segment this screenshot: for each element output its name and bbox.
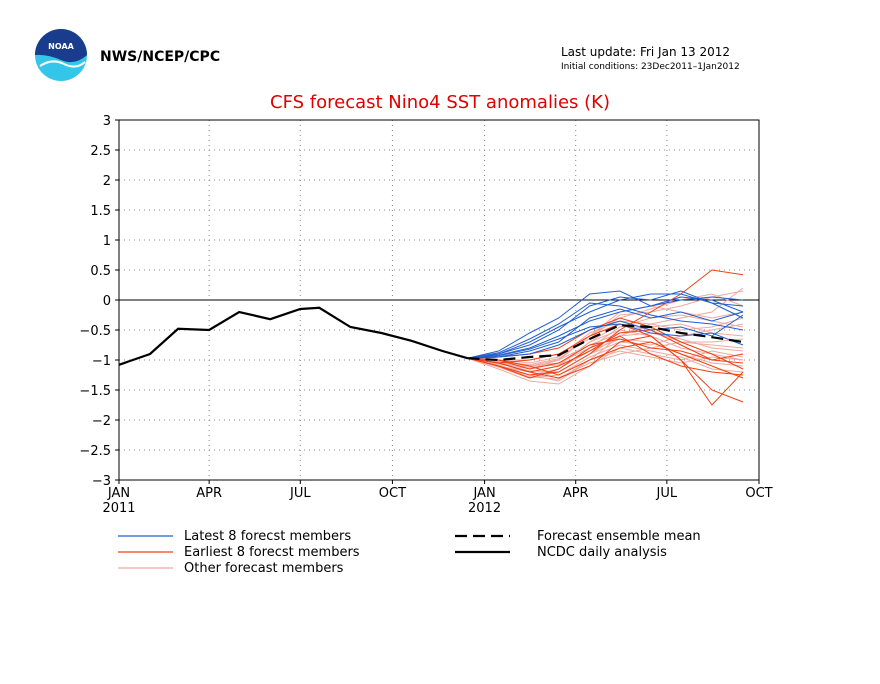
y-tick-label: 3 xyxy=(103,114,111,129)
latest-member-line xyxy=(467,302,744,359)
latest-member-line xyxy=(467,296,744,359)
x-tick-label: OCT xyxy=(745,486,772,501)
x-tick-label: APR xyxy=(196,486,222,501)
x-tick-year-label: 2011 xyxy=(102,501,135,516)
other-member-line xyxy=(467,290,744,361)
earliest-member-line xyxy=(467,323,744,406)
y-tick-label: −0.5 xyxy=(79,324,111,339)
y-tick-label: −2 xyxy=(92,414,111,429)
other-member-line xyxy=(467,344,744,379)
agency-label: NWS/NCEP/CPC xyxy=(100,49,220,65)
y-tick-label: 2 xyxy=(103,174,111,189)
last-update-label: Last update: Fri Jan 13 2012 xyxy=(561,45,730,59)
noaa-logo-icon: NOAA xyxy=(35,29,87,81)
latest-member-line xyxy=(467,290,744,359)
earliest-members-series xyxy=(467,269,744,406)
x-tick-year-label: 2012 xyxy=(468,501,501,516)
x-tick-label: JUL xyxy=(289,486,311,501)
latest-member-line xyxy=(467,308,744,359)
analysis-line xyxy=(118,306,468,366)
mean-line xyxy=(467,324,744,362)
y-tick-label: −1.5 xyxy=(79,384,111,399)
plot-frame xyxy=(118,119,760,481)
latest-members-series xyxy=(467,290,744,359)
legend-label-earliest: Earliest 8 forecst members xyxy=(184,545,360,560)
x-tick-label: JAN xyxy=(107,486,130,501)
y-tick-label: 0.5 xyxy=(90,264,111,279)
x-tick-label: OCT xyxy=(379,486,406,501)
logo-text: NOAA xyxy=(48,42,74,51)
legend-label-other: Other forecast members xyxy=(184,561,344,576)
initial-conditions-label: Initial conditions: 23Dec2011–1Jan2012 xyxy=(561,62,740,72)
y-tick-label: −2.5 xyxy=(79,444,111,459)
legend-label-analysis: NCDC daily analysis xyxy=(537,545,667,560)
x-tick-label: APR xyxy=(563,486,589,501)
grid-lines xyxy=(119,120,759,480)
y-tick-label: −3 xyxy=(92,474,111,489)
y-tick-label: 2.5 xyxy=(90,144,111,159)
x-tick-label: JAN xyxy=(472,486,495,501)
y-tick-label: −1 xyxy=(92,354,111,369)
other-member-line xyxy=(467,287,744,382)
main-series xyxy=(118,306,744,366)
legend-label-mean: Forecast ensemble mean xyxy=(537,529,701,544)
earliest-member-line xyxy=(467,341,744,379)
y-tick-label: 1 xyxy=(103,234,111,249)
y-tick-label: 1.5 xyxy=(90,204,111,219)
x-tick-label: JUL xyxy=(656,486,678,501)
legend-label-latest: Latest 8 forecst members xyxy=(184,529,351,544)
y-tick-label: 0 xyxy=(103,294,111,309)
y-axis-ticks: 3 2.5 2 1.5 1 0.5 0 −0.5 −1 −1.5 −2 −2.5 −3 xyxy=(79,114,119,489)
earliest-member-line xyxy=(467,329,744,373)
chart-title: CFS forecast Nino4 SST anomalies (K) xyxy=(270,92,610,113)
